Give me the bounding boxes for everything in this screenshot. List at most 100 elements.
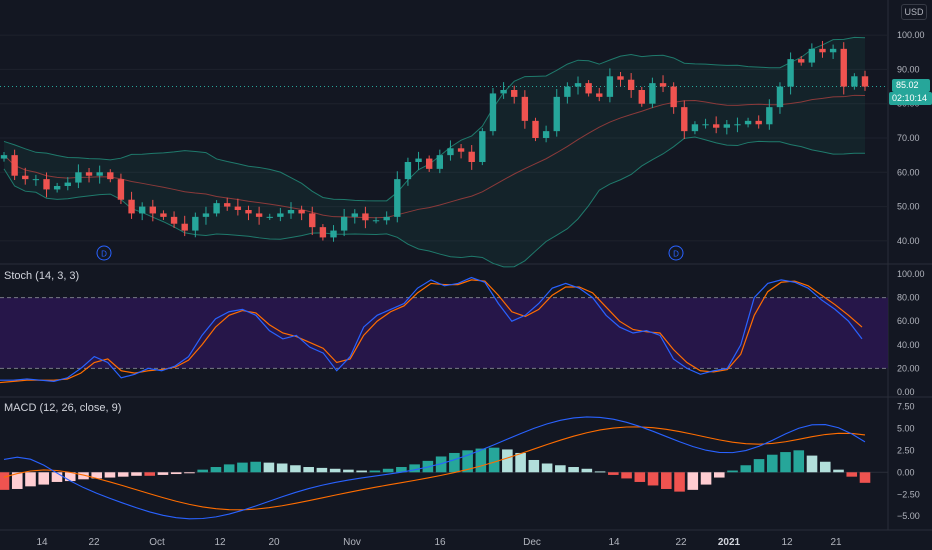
candle-body: [319, 227, 327, 238]
time-axis-label: 16: [434, 537, 446, 548]
macd-histogram-bar: [819, 461, 831, 473]
macd-histogram-bar: [157, 472, 169, 475]
macd-histogram-bar: [290, 465, 301, 473]
candle-body: [734, 124, 741, 126]
currency-badge[interactable]: USD: [901, 4, 927, 20]
macd-histogram-bar: [104, 472, 116, 478]
candle-body: [117, 179, 125, 200]
time-axis-label: 2021: [718, 537, 741, 548]
macd-histogram-bar: [223, 464, 235, 473]
macd-histogram-bar: [541, 463, 553, 473]
macd-histogram-bar: [661, 472, 672, 489]
macd-histogram-bar: [555, 465, 566, 473]
macd-histogram-bar: [25, 472, 36, 487]
stoch-pane-label[interactable]: Stoch (14, 3, 3): [4, 270, 80, 282]
macd-histogram-bar: [621, 472, 632, 479]
candle-body: [712, 124, 720, 128]
macd-histogram-bar: [316, 467, 328, 473]
candle-body: [627, 79, 635, 90]
dividend-marker-icon: [668, 245, 684, 261]
dividend-marker-label: D: [101, 250, 107, 259]
macd-histogram-bar: [369, 470, 381, 473]
candle-body: [436, 155, 444, 169]
macd-histogram-bar: [170, 472, 182, 475]
candle-body: [138, 206, 146, 214]
macd-tick-label: −2.50: [897, 489, 920, 499]
macd-histogram-bar: [793, 450, 805, 473]
macd-tick-label: −5.00: [897, 511, 920, 521]
candle-body: [266, 216, 273, 218]
stoch-k-line: [0, 276, 863, 382]
time-axis-label: 14: [608, 537, 620, 548]
candle-body: [808, 48, 816, 63]
macd-histogram-bar: [713, 472, 725, 478]
candle-body: [766, 107, 773, 125]
macd-histogram-bar: [144, 472, 156, 476]
time-axis-label: Nov: [343, 537, 361, 548]
time-axis-label: Oct: [149, 537, 165, 548]
macd-histogram-bar: [343, 469, 354, 473]
macd-tick-label: 7.50: [897, 401, 915, 411]
candle-body: [479, 131, 486, 162]
macd-histogram-bar: [515, 452, 526, 473]
candle-body: [0, 155, 8, 159]
candle-body: [787, 59, 794, 87]
macd-histogram-bar: [859, 472, 871, 483]
candle-body: [564, 86, 571, 97]
candle-body: [277, 213, 284, 217]
time-axis-label: Dec: [523, 537, 541, 548]
macd-histogram-bar: [263, 462, 275, 473]
macd-histogram-bar: [210, 467, 222, 473]
candle-body: [107, 172, 114, 180]
macd-histogram-bar: [276, 463, 288, 473]
candle-body: [585, 83, 592, 94]
candle-body: [447, 148, 454, 156]
candle-body: [681, 107, 688, 132]
candle-body: [798, 59, 805, 63]
candle-body: [128, 199, 135, 214]
candle-body: [638, 90, 645, 104]
stoch-tick-label: 40.00: [897, 340, 920, 350]
candle-body: [11, 155, 18, 176]
candle-body: [861, 76, 869, 87]
time-axis-label: 20: [268, 537, 280, 548]
candle-body: [394, 179, 401, 217]
candle-body: [840, 48, 847, 87]
macd-histogram-bar: [833, 469, 844, 473]
macd-line: [3, 416, 866, 520]
macd-histogram-bar: [38, 472, 50, 485]
stoch-tick-label: 0.00: [897, 387, 915, 397]
candle-body: [670, 86, 677, 108]
time-axis-label: 12: [781, 537, 793, 548]
macd-histogram-bar: [51, 472, 63, 482]
candle-body: [489, 93, 497, 132]
candle-body: [43, 179, 50, 190]
macd-histogram-bar: [0, 472, 10, 490]
candle-body: [181, 223, 188, 231]
price-tick-label: 70.00: [897, 133, 920, 143]
candle-body: [160, 213, 167, 217]
macd-signal-line: [3, 426, 866, 511]
stoch-tick-label: 80.00: [897, 293, 920, 303]
macd-histogram-bar: [700, 472, 712, 485]
candle-body: [202, 213, 210, 217]
candle-body: [553, 96, 560, 132]
candle-body: [829, 48, 837, 53]
candle-body: [170, 216, 178, 224]
bar-countdown-tag: 02:10:14: [889, 92, 932, 105]
candle-body: [383, 216, 390, 221]
candle-body: [425, 158, 433, 169]
last-price-tag: 85.02: [892, 79, 930, 92]
candle-body: [351, 213, 358, 217]
macd-histogram-bar: [237, 462, 248, 473]
candle-body: [287, 210, 295, 214]
macd-pane-label[interactable]: MACD (12, 26, close, 9): [4, 402, 122, 414]
candle-body: [617, 76, 624, 80]
candle-body: [330, 230, 337, 238]
macd-histogram-bar: [250, 461, 261, 473]
candle-body: [500, 90, 507, 94]
candle-body: [234, 206, 242, 210]
candle-body: [723, 124, 731, 128]
candle-body: [521, 96, 529, 121]
